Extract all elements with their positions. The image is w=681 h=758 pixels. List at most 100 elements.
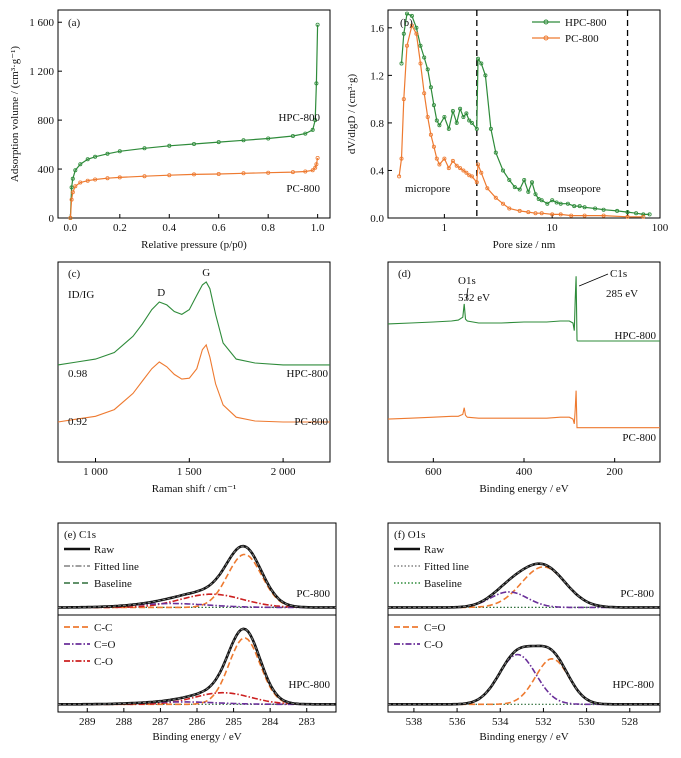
panel-f-xtick-label: 532	[535, 716, 552, 728]
panel-e-xtick-label: 284	[262, 716, 279, 728]
legend-marker	[543, 35, 549, 41]
series-marker-PC-800	[105, 176, 110, 181]
series-marker-PC-800	[442, 156, 447, 161]
series-marker-HPC-800	[454, 120, 459, 125]
panel-a-ylabel: Adsorption volume / (cm³·g⁻¹)	[9, 46, 21, 182]
panel-a-label: (a)	[68, 17, 81, 29]
series-marker-HPC-800	[266, 136, 271, 141]
series-marker-PC-800	[446, 166, 451, 171]
fitted-line	[58, 628, 336, 705]
series-marker-PC-800	[216, 171, 221, 176]
series-marker-PC-800	[558, 212, 563, 217]
panel-b-ytick-label: 1.6	[370, 23, 384, 35]
panel-c-xtick-label: 1 000	[83, 466, 108, 478]
series-marker-PC-800	[550, 212, 555, 217]
panel-e-xtick-label: 289	[79, 716, 96, 728]
series-marker-PC-800	[313, 165, 318, 170]
series-marker-HPC-800	[467, 118, 472, 123]
peak-name-O1s: O1s	[458, 275, 476, 287]
series-marker-HPC-800	[507, 177, 512, 182]
series-marker-PC-800	[464, 170, 469, 175]
panel-e-xlabel: Binding energy / eV	[152, 731, 241, 743]
legend-label-Fitted line: Fitted line	[424, 561, 469, 573]
series-marker-HPC-800	[404, 11, 409, 16]
panel-d-xlabel: Binding energy / eV	[479, 483, 568, 495]
series-marker-HPC-800	[493, 150, 498, 155]
peak-label-G: G	[202, 267, 210, 279]
panel-b-label: (b)	[400, 17, 413, 29]
series-marker-PC-800	[434, 156, 439, 161]
panel-b-xtick-label: 100	[652, 222, 669, 234]
series-line-HPC-800	[69, 24, 319, 219]
subpanel-label-HPC-800: HPC-800	[288, 679, 330, 691]
series-marker-PC-800	[117, 175, 122, 180]
series-label-HPC-800: HPC-800	[286, 368, 328, 380]
series-marker-PC-800	[485, 186, 490, 191]
series-marker-HPC-800	[78, 162, 83, 167]
panel-a-ytick-label: 800	[38, 115, 55, 127]
series-marker-PC-800	[461, 168, 466, 173]
panel-a-xtick-label: 1.0	[311, 222, 325, 234]
series-marker-HPC-800	[425, 67, 430, 72]
panel-a-ytick-label: 400	[38, 164, 55, 176]
series-label-PC-800: PC-800	[286, 183, 320, 195]
panel-d-xtick-label: 400	[516, 466, 533, 478]
panel-c-label: (c)	[68, 268, 81, 280]
series-marker-HPC-800	[167, 143, 172, 148]
component-line-C-O	[388, 591, 660, 609]
annotation-arrow	[465, 287, 469, 301]
series-marker-PC-800	[479, 170, 484, 175]
panel-c-xlabel: Raman shift / cm⁻¹	[152, 483, 237, 495]
series-marker-HPC-800	[93, 154, 98, 159]
series-marker-HPC-800	[117, 149, 122, 154]
series-marker-PC-800	[290, 170, 295, 175]
series-marker-PC-800	[425, 115, 430, 120]
series-marker-PC-800	[454, 163, 459, 168]
fitted-line	[58, 545, 336, 608]
series-marker-PC-800	[493, 195, 498, 200]
panel-b-xtick-label: 10	[547, 222, 559, 234]
series-marker-HPC-800	[601, 207, 606, 212]
ratio-value-PC-800: 0.92	[68, 416, 87, 428]
series-marker-PC-800	[474, 180, 479, 185]
series-marker-HPC-800	[479, 61, 484, 66]
series-marker-PC-800	[428, 132, 433, 137]
panel-c-frame	[57, 261, 331, 463]
panel-f-frame	[387, 522, 661, 713]
series-marker-PC-800	[418, 61, 423, 66]
legend-label-Baseline: Baseline	[424, 578, 462, 590]
series-marker-PC-800	[409, 23, 414, 28]
series-marker-PC-800	[526, 210, 531, 215]
series-marker-PC-800	[414, 31, 419, 36]
series-marker-PC-800	[641, 214, 646, 219]
series-marker-PC-800	[469, 174, 474, 179]
series-marker-HPC-800	[458, 106, 463, 111]
panel-b-ytick-label: 0.8	[370, 118, 384, 130]
series-marker-HPC-800	[414, 25, 419, 30]
legend-label-Baseline: Baseline	[94, 578, 132, 590]
panel-a-xtick-label: 0.2	[113, 222, 127, 234]
series-marker-HPC-800	[545, 201, 550, 206]
subpanel-label-HPC-800: HPC-800	[612, 679, 654, 691]
series-marker-HPC-800	[558, 201, 563, 206]
series-marker-PC-800	[266, 170, 271, 175]
panel-e-xtick-label: 285	[225, 716, 242, 728]
peak-energy-C1s: 285 eV	[606, 288, 638, 300]
series-marker-PC-800	[422, 91, 427, 96]
subpanel-label-PC-800: PC-800	[296, 588, 330, 600]
series-marker-HPC-800	[539, 198, 544, 203]
legend-label-Raw: Raw	[424, 544, 444, 556]
series-marker-PC-800	[70, 190, 75, 195]
series-marker-HPC-800	[290, 133, 295, 138]
series-label-HPC-800: HPC-800	[614, 330, 656, 342]
series-marker-HPC-800	[428, 85, 433, 90]
peak-energy-O1s: 532 eV	[458, 292, 490, 304]
legend-label-PC-800: PC-800	[565, 33, 599, 45]
panel-e-label: (e) C1s	[64, 529, 96, 541]
panel-a-ytick-label: 1 600	[29, 17, 54, 29]
series-marker-PC-800	[533, 211, 538, 216]
panel-e-xtick-label: 287	[152, 716, 169, 728]
panel-b-ytick-label: 1.2	[370, 70, 384, 82]
legend-label-C-O: C-O	[94, 656, 113, 668]
